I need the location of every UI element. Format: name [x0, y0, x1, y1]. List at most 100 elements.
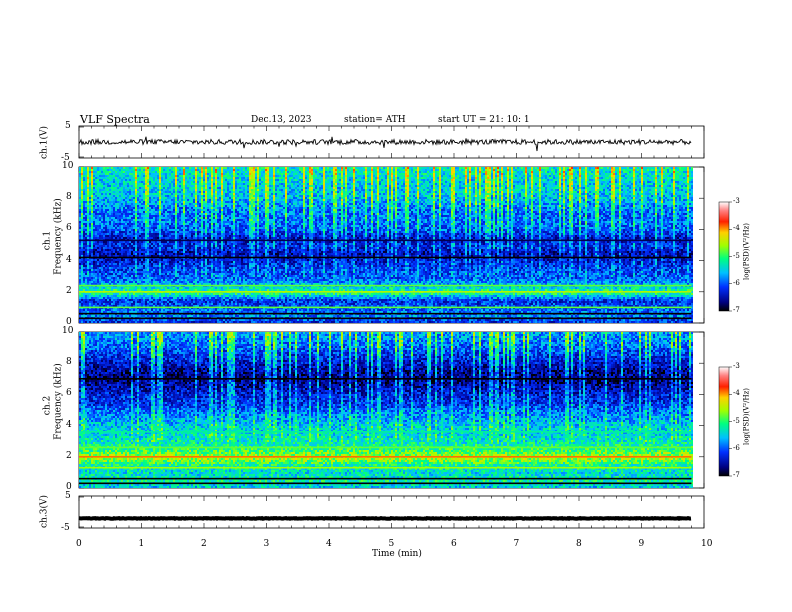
- spectrogram-cell: [133, 287, 135, 289]
- spectrogram-cell: [103, 199, 105, 201]
- spectrogram-cell: [113, 243, 115, 245]
- spectrogram-cell: [89, 233, 91, 235]
- spectrogram-cell: [113, 207, 115, 209]
- spectrogram-cell: [103, 221, 105, 223]
- spectrogram-cell: [125, 191, 127, 193]
- spectrogram-cell: [89, 227, 91, 229]
- spectrogram-cell: [89, 207, 91, 209]
- spectrogram-cell: [103, 265, 105, 267]
- spectrogram-cell: [103, 231, 105, 233]
- spectrogram-cell: [135, 299, 137, 301]
- spectrogram-cell: [93, 231, 95, 233]
- spectrogram-cell: [85, 275, 87, 277]
- spectrogram-cell: [103, 293, 105, 295]
- spectrogram-cell: [127, 235, 129, 237]
- spectrogram-cell: [105, 289, 107, 291]
- spectrogram-cell: [91, 177, 93, 179]
- spectrogram-cell: [121, 311, 123, 313]
- spectrogram-cell: [103, 237, 105, 239]
- spectrogram-cell: [135, 185, 137, 187]
- spectrogram-cell: [113, 297, 115, 299]
- spectrogram-cell: [129, 171, 131, 173]
- spectrogram-cell: [79, 199, 81, 201]
- spectrogram-cell: [91, 231, 93, 233]
- spectrogram-cell: [91, 237, 93, 239]
- spectrogram-cell: [107, 183, 109, 185]
- spectrogram-cell: [105, 229, 107, 231]
- spectrogram-cell: [91, 221, 93, 223]
- spectrogram-cell: [87, 177, 89, 179]
- spectrogram-cell: [87, 231, 89, 233]
- spectrogram-cell: [103, 217, 105, 219]
- spectrogram-cell: [109, 221, 111, 223]
- spectrogram-cell: [107, 275, 109, 277]
- spectrogram-cell: [97, 229, 99, 231]
- spectrogram-cell: [91, 189, 93, 191]
- spectrogram-cell: [125, 233, 127, 235]
- spectrogram-cell: [125, 199, 127, 201]
- spectrogram-cell: [95, 203, 97, 205]
- spectrogram-cell: [95, 271, 97, 273]
- spectrogram-cell: [81, 233, 83, 235]
- spectrogram-cell: [91, 247, 93, 249]
- spectrogram-cell: [91, 229, 93, 231]
- spectrogram-cell: [131, 227, 133, 229]
- spectrogram-cell: [133, 191, 135, 193]
- spectrogram-cell: [107, 271, 109, 273]
- spectrogram-cell: [129, 227, 131, 229]
- spectrogram-cell: [95, 193, 97, 195]
- spectrogram-cell: [83, 207, 85, 209]
- spectrogram-cell: [103, 191, 105, 193]
- spectrogram-cell: [99, 213, 101, 215]
- spectrogram-cell: [93, 265, 95, 267]
- spectrogram-cell: [115, 251, 117, 253]
- spectrogram-cell: [81, 315, 83, 317]
- spectrogram-cell: [123, 199, 125, 201]
- spectrogram-cell: [101, 269, 103, 271]
- spectrogram-cell: [131, 299, 133, 301]
- spectrogram-cell: [103, 229, 105, 231]
- spectrogram-cell: [129, 189, 131, 191]
- spectrogram-cell: [101, 303, 103, 305]
- spectrogram-cell: [119, 295, 121, 297]
- spectrogram-cell: [91, 241, 93, 243]
- spectrogram-cell: [85, 253, 87, 255]
- spectrogram-cell: [105, 197, 107, 199]
- spectrogram-cell: [111, 293, 113, 295]
- spectrogram-cell: [131, 283, 133, 285]
- spectrogram-cell: [83, 263, 85, 265]
- spectrogram-cell: [81, 199, 83, 201]
- spectrogram-cell: [81, 301, 83, 303]
- spectrogram-cell: [89, 205, 91, 207]
- spectrogram-cell: [91, 201, 93, 203]
- spectrogram-cell: [109, 191, 111, 193]
- spectrogram-cell: [95, 293, 97, 295]
- spectrogram-cell: [107, 297, 109, 299]
- spectrogram-cell: [99, 201, 101, 203]
- spectrogram-cell: [121, 225, 123, 227]
- spectrogram-cell: [117, 177, 119, 179]
- spectrogram-cell: [103, 321, 105, 323]
- spectrogram-cell: [129, 249, 131, 251]
- spectrogram-cell: [135, 301, 137, 303]
- spectrogram-cell: [131, 289, 133, 291]
- spectrogram-cell: [93, 207, 95, 209]
- spectrogram-cell: [83, 185, 85, 187]
- spectrogram-cell: [79, 193, 81, 195]
- spectrogram-cell: [95, 289, 97, 291]
- spectrogram-cell: [95, 299, 97, 301]
- spectrogram-cell: [135, 297, 137, 299]
- spectrogram-cell: [93, 197, 95, 199]
- spectrogram-cell: [79, 273, 81, 275]
- spectrogram-cell: [133, 187, 135, 189]
- spectrogram-cell: [87, 279, 89, 281]
- spectrogram-cell: [117, 195, 119, 197]
- spectrogram-cell: [125, 223, 127, 225]
- spectrogram-cell: [119, 261, 121, 263]
- spectrogram-cell: [121, 207, 123, 209]
- spectrogram-cell: [119, 245, 121, 247]
- spectrogram-cell: [91, 171, 93, 173]
- spectrogram-cell: [117, 199, 119, 201]
- spectrogram-cell: [101, 185, 103, 187]
- spectrogram-cell: [99, 191, 101, 193]
